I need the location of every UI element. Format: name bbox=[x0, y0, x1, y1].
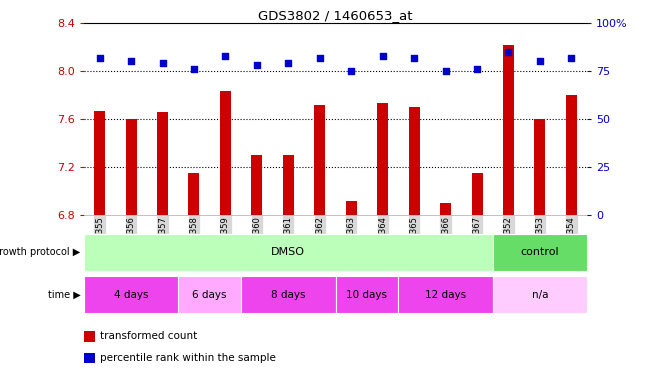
Text: percentile rank within the sample: percentile rank within the sample bbox=[100, 353, 276, 363]
Bar bbox=[157, 112, 168, 215]
Bar bbox=[493, 276, 587, 313]
Point bbox=[94, 55, 105, 61]
Point bbox=[535, 58, 546, 65]
Point bbox=[315, 55, 325, 61]
Point bbox=[283, 60, 294, 66]
Bar bbox=[84, 234, 493, 271]
Text: transformed count: transformed count bbox=[100, 331, 197, 341]
Point bbox=[125, 58, 136, 65]
Bar bbox=[282, 155, 294, 215]
Bar bbox=[125, 119, 137, 215]
Bar bbox=[377, 103, 389, 215]
Text: time ▶: time ▶ bbox=[48, 290, 81, 300]
Bar bbox=[84, 331, 95, 341]
Bar bbox=[178, 276, 241, 313]
Bar bbox=[314, 105, 325, 215]
Bar bbox=[189, 173, 199, 215]
Point bbox=[440, 68, 451, 74]
Point bbox=[220, 53, 231, 59]
Point bbox=[252, 62, 262, 68]
Text: DMSO: DMSO bbox=[271, 247, 305, 258]
Text: growth protocol ▶: growth protocol ▶ bbox=[0, 247, 81, 258]
Bar bbox=[84, 353, 95, 364]
Text: 8 days: 8 days bbox=[271, 290, 305, 300]
Text: 10 days: 10 days bbox=[346, 290, 387, 300]
Bar bbox=[84, 276, 178, 313]
Bar bbox=[252, 155, 262, 215]
Bar bbox=[409, 107, 419, 215]
Bar bbox=[503, 45, 514, 215]
Bar bbox=[472, 173, 482, 215]
Text: 12 days: 12 days bbox=[425, 290, 466, 300]
Point bbox=[189, 66, 199, 72]
Text: 4 days: 4 days bbox=[114, 290, 148, 300]
Bar bbox=[346, 200, 357, 215]
Point bbox=[409, 55, 419, 61]
Point bbox=[472, 66, 482, 72]
Point bbox=[377, 53, 388, 59]
Point bbox=[503, 49, 514, 55]
Bar bbox=[534, 119, 546, 215]
Point bbox=[157, 60, 168, 66]
Text: n/a: n/a bbox=[531, 290, 548, 300]
Point bbox=[346, 68, 356, 74]
Bar bbox=[493, 234, 587, 271]
Bar bbox=[94, 111, 105, 215]
Bar bbox=[336, 276, 399, 313]
Text: 6 days: 6 days bbox=[193, 290, 227, 300]
Point bbox=[566, 55, 577, 61]
Text: control: control bbox=[521, 247, 559, 258]
Bar bbox=[220, 91, 231, 215]
Bar bbox=[241, 276, 336, 313]
Bar bbox=[399, 276, 493, 313]
Title: GDS3802 / 1460653_at: GDS3802 / 1460653_at bbox=[258, 9, 413, 22]
Bar bbox=[440, 203, 451, 215]
Bar bbox=[566, 95, 577, 215]
